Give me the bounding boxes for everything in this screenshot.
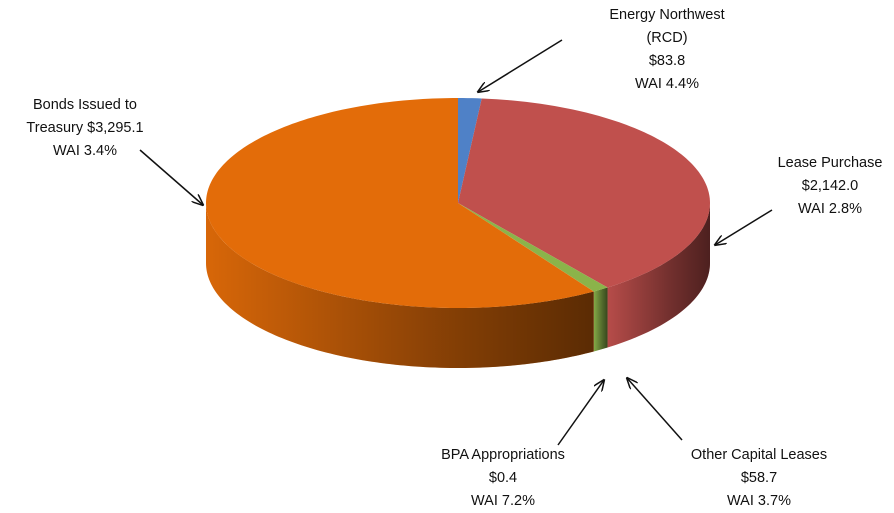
category-label: Bonds Issued to Treasury [26, 97, 137, 136]
slice [458, 203, 608, 292]
category-label: Energy Northwest (RCD) [609, 7, 725, 46]
slice-label: Other Capital Leases $58.7 WAI 3.7% [679, 444, 839, 513]
slice-label: Lease Purchase $2,142.0 WAI 2.8% [765, 152, 894, 221]
slice [458, 98, 482, 203]
arrow [557, 380, 604, 446]
category-label: Other Capital Leases [690, 447, 828, 463]
slice-side-shade [206, 203, 594, 368]
slice-label: Bonds Issued to Treasury $3,295.1 WAI 3.… [10, 94, 160, 163]
arrows [139, 39, 773, 446]
wai-label: WAI 3.4% [53, 143, 117, 159]
slice [206, 98, 594, 308]
arrow [139, 149, 203, 205]
slice [458, 98, 710, 288]
slice-label: BPA Appropriations $0.4 WAI 7.2% [423, 444, 583, 513]
value-label: $3,295.1 [87, 120, 144, 136]
category-label: Lease Purchase [777, 155, 883, 171]
arrow [478, 39, 563, 92]
arrow [627, 378, 683, 441]
slice-side-shade [593, 287, 608, 352]
wai-label: WAI 3.7% [727, 493, 791, 509]
wai-label: WAI 2.8% [798, 201, 862, 217]
value-label: $0.4 [488, 470, 518, 486]
value-label: $2,142.0 [801, 178, 859, 194]
slice [458, 203, 594, 292]
value-label: $83.8 [648, 53, 686, 69]
wai-label: WAI 4.4% [635, 76, 699, 92]
value-label: $58.7 [740, 470, 778, 486]
arrow [715, 209, 773, 245]
category-label: BPA Appropriations [441, 447, 565, 463]
slice-label: Energy Northwest (RCD) $83.8 WAI 4.4% [597, 4, 737, 96]
wai-label: WAI 7.2% [471, 493, 535, 509]
slice-side-shade [607, 203, 710, 348]
